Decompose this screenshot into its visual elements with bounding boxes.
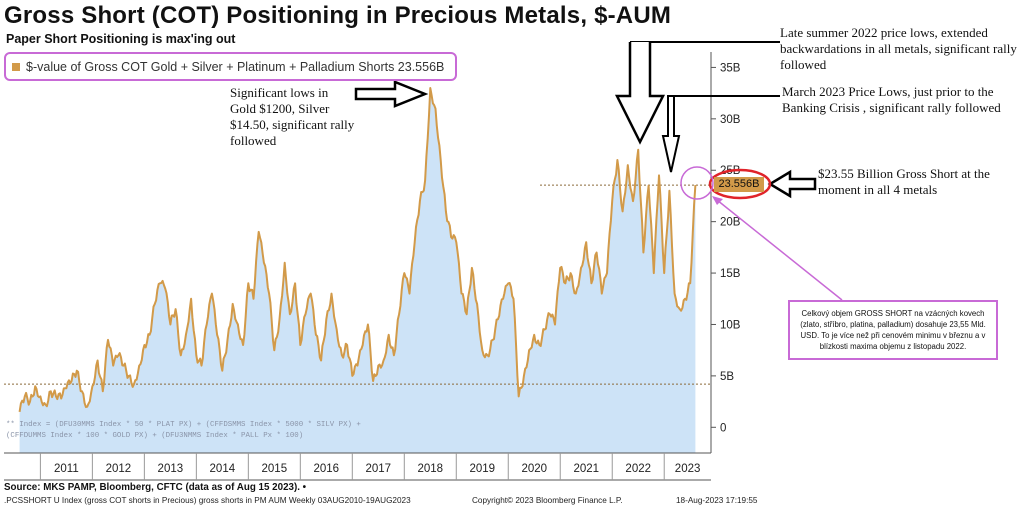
legend-label: $-value of Gross COT Gold + Silver + Pla…: [26, 59, 445, 74]
area-fill: [19, 88, 696, 453]
legend: $-value of Gross COT Gold + Silver + Pla…: [4, 52, 457, 81]
annotation-2018-lows: Significant lows in Gold $1200, Silver $…: [230, 85, 355, 148]
y-tick-label: 35B: [720, 62, 741, 74]
current-point-circle: [680, 166, 714, 200]
right-arrow-peak: [354, 80, 429, 108]
x-tick-label: 2018: [417, 463, 443, 475]
timestamp: 18-Aug-2023 17:19:55: [676, 496, 758, 505]
x-axis-ticks: 2011 2012 2013 2014 2015 2016 2017 2018 2019 2020…: [39, 453, 701, 480]
y-tick-label: 10B: [720, 319, 741, 331]
series-line-path: [18, 87, 697, 413]
x-tick-label: 2019: [469, 463, 495, 475]
left-arrow-current: [767, 169, 817, 199]
x-tick-label: 2013: [158, 463, 184, 475]
annotation-current-short: $23.55 Billion Gross Short at the moment…: [818, 166, 990, 197]
current-value-label: 23.556B: [714, 177, 764, 192]
note-pointer-head: [712, 196, 723, 205]
y-tick-label: 0: [720, 422, 726, 434]
current-value-highlight: [708, 168, 772, 200]
annotation-march-2023: March 2023 Price Lows, just prior to the…: [782, 84, 1001, 115]
chart-title: Gross Short (COT) Positioning in Preciou…: [4, 2, 672, 29]
chart-subtitle: Paper Short Positioning is max'ing out: [6, 32, 236, 46]
czech-note-box: Celkový objem GROSS SHORT na vzácných ko…: [788, 300, 998, 360]
x-tick-label: 2023: [675, 463, 701, 475]
note-pointer-line: [716, 199, 843, 301]
x-tick-label: 2020: [521, 463, 547, 475]
y-tick-label: 30B: [720, 114, 741, 126]
y-tick-label: 15B: [720, 268, 741, 280]
ticker-line: .PCSSHORT U Index (gross COT shorts in P…: [4, 496, 411, 505]
series-line: [18, 87, 697, 413]
index-formula: ** Index = (DFU30MMS Index * 50 * PLAT P…: [6, 421, 361, 440]
source-line: Source: MKS PAMP, Bloomberg, CFTC (data …: [4, 482, 307, 493]
down-arrow-large: [614, 41, 780, 145]
x-tick-label: 2016: [314, 463, 340, 475]
copyright: Copyright© 2023 Bloomberg Finance L.P.: [472, 496, 623, 505]
x-tick-label: 2022: [625, 463, 651, 475]
annotation-late-summer-2022: Late summer 2022 price lows, extended ba…: [780, 25, 1017, 72]
legend-swatch: [12, 62, 20, 71]
x-tick-label: 2011: [54, 463, 79, 475]
x-tick-label: 2012: [106, 463, 132, 475]
y-tick-label: 20B: [720, 217, 741, 229]
series-area: [19, 88, 696, 453]
x-tick-label: 2014: [210, 463, 236, 475]
x-tick-label: 2015: [262, 463, 288, 475]
x-tick-label: 2017: [365, 463, 391, 475]
y-tick-label: 5B: [720, 371, 734, 383]
x-tick-label: 2021: [573, 463, 599, 475]
down-arrow-small: [661, 95, 780, 173]
